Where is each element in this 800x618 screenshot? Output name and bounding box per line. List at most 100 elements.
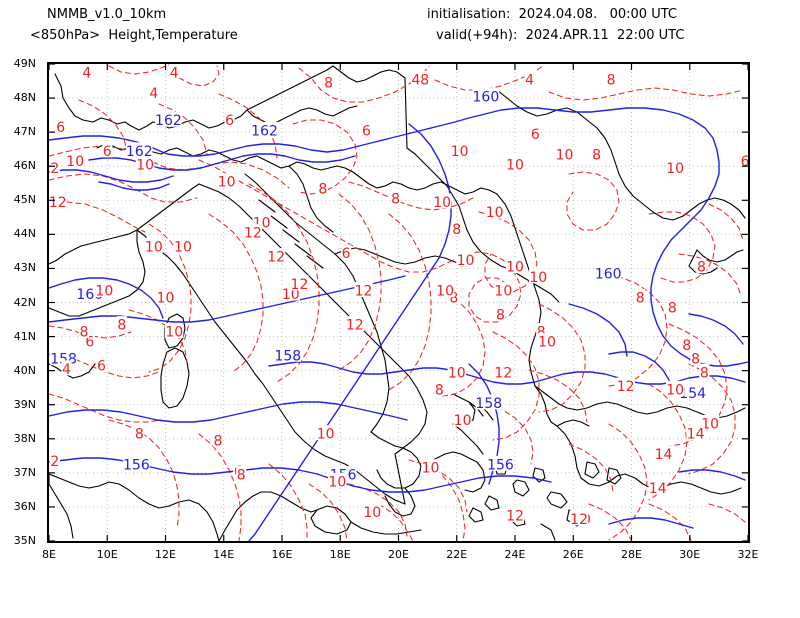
contour-label-mask [116, 316, 127, 332]
contour-label: 6 [85, 335, 94, 351]
x-axis-tick-label: 20E [388, 548, 409, 561]
contour-label-mask [156, 288, 175, 304]
contour-label: 10 [174, 239, 192, 255]
contour-label: 8 [537, 324, 546, 340]
contour-label: 6 [531, 127, 540, 143]
contour-label-mask [667, 299, 678, 315]
contour-label: 10 [506, 158, 524, 174]
x-axis-tick-label: 22E [446, 548, 468, 561]
contour-label: 2 [50, 454, 59, 470]
contour-label-mask [494, 363, 513, 379]
contour-label: 12 [346, 318, 364, 334]
contour-label: 8 [391, 192, 400, 208]
contour-label: 154 [679, 386, 706, 402]
contour-label-mask [217, 173, 236, 189]
contour-label-mask [123, 455, 150, 471]
y-axis-tick-label: 46N [13, 159, 36, 173]
contour-label: 6 [97, 359, 106, 375]
contour-label: 162 [155, 113, 182, 129]
contour-label: 4 [170, 66, 179, 82]
contour-label-mask [290, 275, 309, 291]
x-axis-tick-label: 26E [562, 548, 584, 561]
contour-label-mask [700, 414, 720, 430]
x-axis-tick-label: 12E [155, 548, 176, 561]
contour-label: 12 [570, 512, 588, 528]
x-axis-tick-label: 30E [679, 548, 701, 561]
contour-label-mask [173, 237, 193, 253]
contour-label: 10 [282, 287, 300, 303]
contour-label: 8 [636, 290, 645, 306]
contour-label: 12 [494, 365, 512, 381]
contour-label: 12 [506, 508, 524, 524]
contour-label: 8 [318, 181, 327, 197]
contour-label-mask [134, 425, 145, 441]
contour-label: 4 [525, 72, 534, 88]
contour-label-mask [679, 384, 706, 400]
contour-label-mask [472, 87, 500, 103]
contour-label-mask [699, 363, 710, 379]
contour-label: 14 [649, 481, 667, 497]
contour-label-mask [125, 142, 153, 158]
contour-label-mask [648, 479, 667, 495]
contour-label: 4 [62, 362, 71, 378]
contour-label-mask [654, 445, 673, 461]
x-axis-tick-label: 14E [213, 548, 235, 561]
x-axis-tick-label: 8E [42, 548, 56, 561]
contour-label-mask [665, 380, 685, 396]
y-axis-tick-label: 38N [13, 431, 36, 445]
contour-label: 8 [452, 222, 461, 238]
contour-label: 8 [213, 433, 222, 449]
contour-label-mask [96, 357, 107, 373]
contour-label: 10 [556, 147, 574, 163]
contour-label-mask [317, 179, 328, 195]
contour-label: 8 [324, 76, 333, 92]
contour-label-mask [49, 159, 60, 175]
contour-label: 10 [701, 416, 719, 432]
contour-label: 10 [157, 290, 175, 306]
contour-label-mask [435, 282, 455, 298]
contour-label-mask [81, 64, 92, 80]
contour-label-mask [591, 145, 602, 161]
contour-label-mask [390, 190, 401, 206]
contour-label: 8 [496, 307, 505, 323]
contour-label-mask [696, 258, 707, 274]
contour-label: 10 [433, 195, 451, 211]
x-axis-tick-label: 16E [271, 548, 293, 561]
contour-label: 10 [165, 324, 183, 340]
contour-label-mask [224, 111, 235, 127]
contour-label-mask [686, 425, 705, 441]
contour-label-mask [536, 322, 547, 338]
contour-label-mask [665, 159, 685, 175]
y-axis-tick-label: 43N [13, 261, 36, 275]
contour-label-mask [421, 459, 440, 475]
contour-label: 8 [592, 147, 601, 163]
contour-label: 12 [291, 277, 309, 293]
contour-label-mask [135, 156, 155, 172]
contour-label-mask [505, 258, 525, 274]
contour-label: 6 [741, 154, 748, 170]
y-axis-tick-label: 39N [13, 397, 36, 411]
x-axis-tick-label: 24E [504, 548, 526, 561]
contour-label-mask [144, 237, 164, 253]
contour-label-mask [66, 152, 85, 168]
contour-label: 10 [506, 260, 524, 276]
y-axis-tick-label: 40N [13, 363, 36, 377]
contour-label-mask [529, 268, 548, 284]
x-axis-tick-label: 10E [96, 548, 118, 561]
contour-label: 6 [56, 120, 65, 136]
contour-label: 8 [682, 338, 691, 354]
contour-label: 6 [342, 246, 351, 262]
contour-label: 6 [103, 144, 112, 160]
contour-label: 8 [435, 382, 444, 398]
contour-label-mask [569, 510, 589, 526]
contour-label-mask [495, 305, 506, 321]
contour-label-mask [236, 466, 247, 482]
contour-label: 10 [363, 505, 381, 521]
contour-label: 8 [691, 352, 700, 368]
contour-label-mask [78, 322, 90, 338]
contour-label-mask [524, 70, 535, 86]
contour-label: 162 [126, 144, 153, 160]
contour-label: 8 [117, 318, 126, 334]
contour-label: 8 [79, 324, 88, 340]
contour-label: 160 [473, 89, 500, 105]
